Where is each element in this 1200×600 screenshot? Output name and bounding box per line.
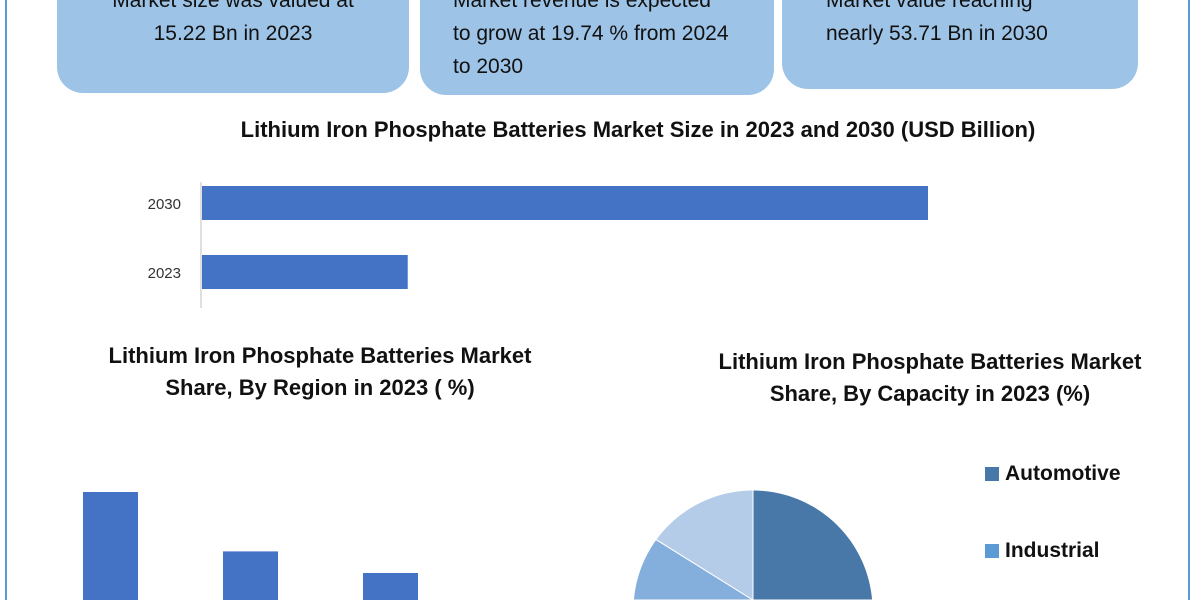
region-bar-1	[83, 492, 138, 600]
tick-label-2030: 2030	[148, 196, 181, 213]
card-text: to grow at 19.74 % from 2024	[453, 22, 729, 45]
region-chart-title: Lithium Iron Phosphate Batteries Market …	[108, 343, 532, 400]
card-text: to 2030	[453, 55, 524, 78]
pie-slice-segment-3	[632, 538, 754, 600]
region-bar-3	[363, 573, 418, 600]
legend-label: Industrial	[1005, 539, 1100, 562]
legend-item-automotive: Automotive	[985, 462, 1121, 486]
legend-swatch	[985, 467, 999, 481]
market-size-chart-title: Lithium Iron Phosphate Batteries Market …	[240, 117, 1036, 142]
card-text: Market value reaching	[826, 0, 1033, 12]
legend-label: Automotive	[1005, 462, 1121, 485]
legend-swatch	[985, 544, 999, 558]
card-text: Market revenue is expected	[453, 0, 711, 12]
pie-slice-automotive	[752, 489, 874, 600]
card-text: 15.22 Bn in 2023	[153, 22, 313, 45]
bar-2030	[202, 186, 928, 220]
stat-card-growth: Market revenue is expected to grow at 19…	[420, 0, 774, 95]
infographic-border	[5, 0, 1190, 600]
region-bar-2	[223, 551, 278, 600]
legend-item-industrial: Industrial	[985, 539, 1100, 563]
tick-label-2023: 2023	[148, 265, 181, 282]
bar-2023	[202, 255, 408, 289]
stat-card-market-value: Market value reaching nearly 53.71 Bn in…	[782, 0, 1138, 89]
stat-card-market-size: Market size was valued at 15.22 Bn in 20…	[57, 0, 409, 93]
card-text: nearly 53.71 Bn in 2030	[826, 22, 1048, 45]
capacity-chart-title: Lithium Iron Phosphate Batteries Market …	[718, 349, 1142, 406]
card-text: Market size was valued at	[112, 0, 354, 12]
pie-slice-segment-4	[655, 489, 754, 600]
